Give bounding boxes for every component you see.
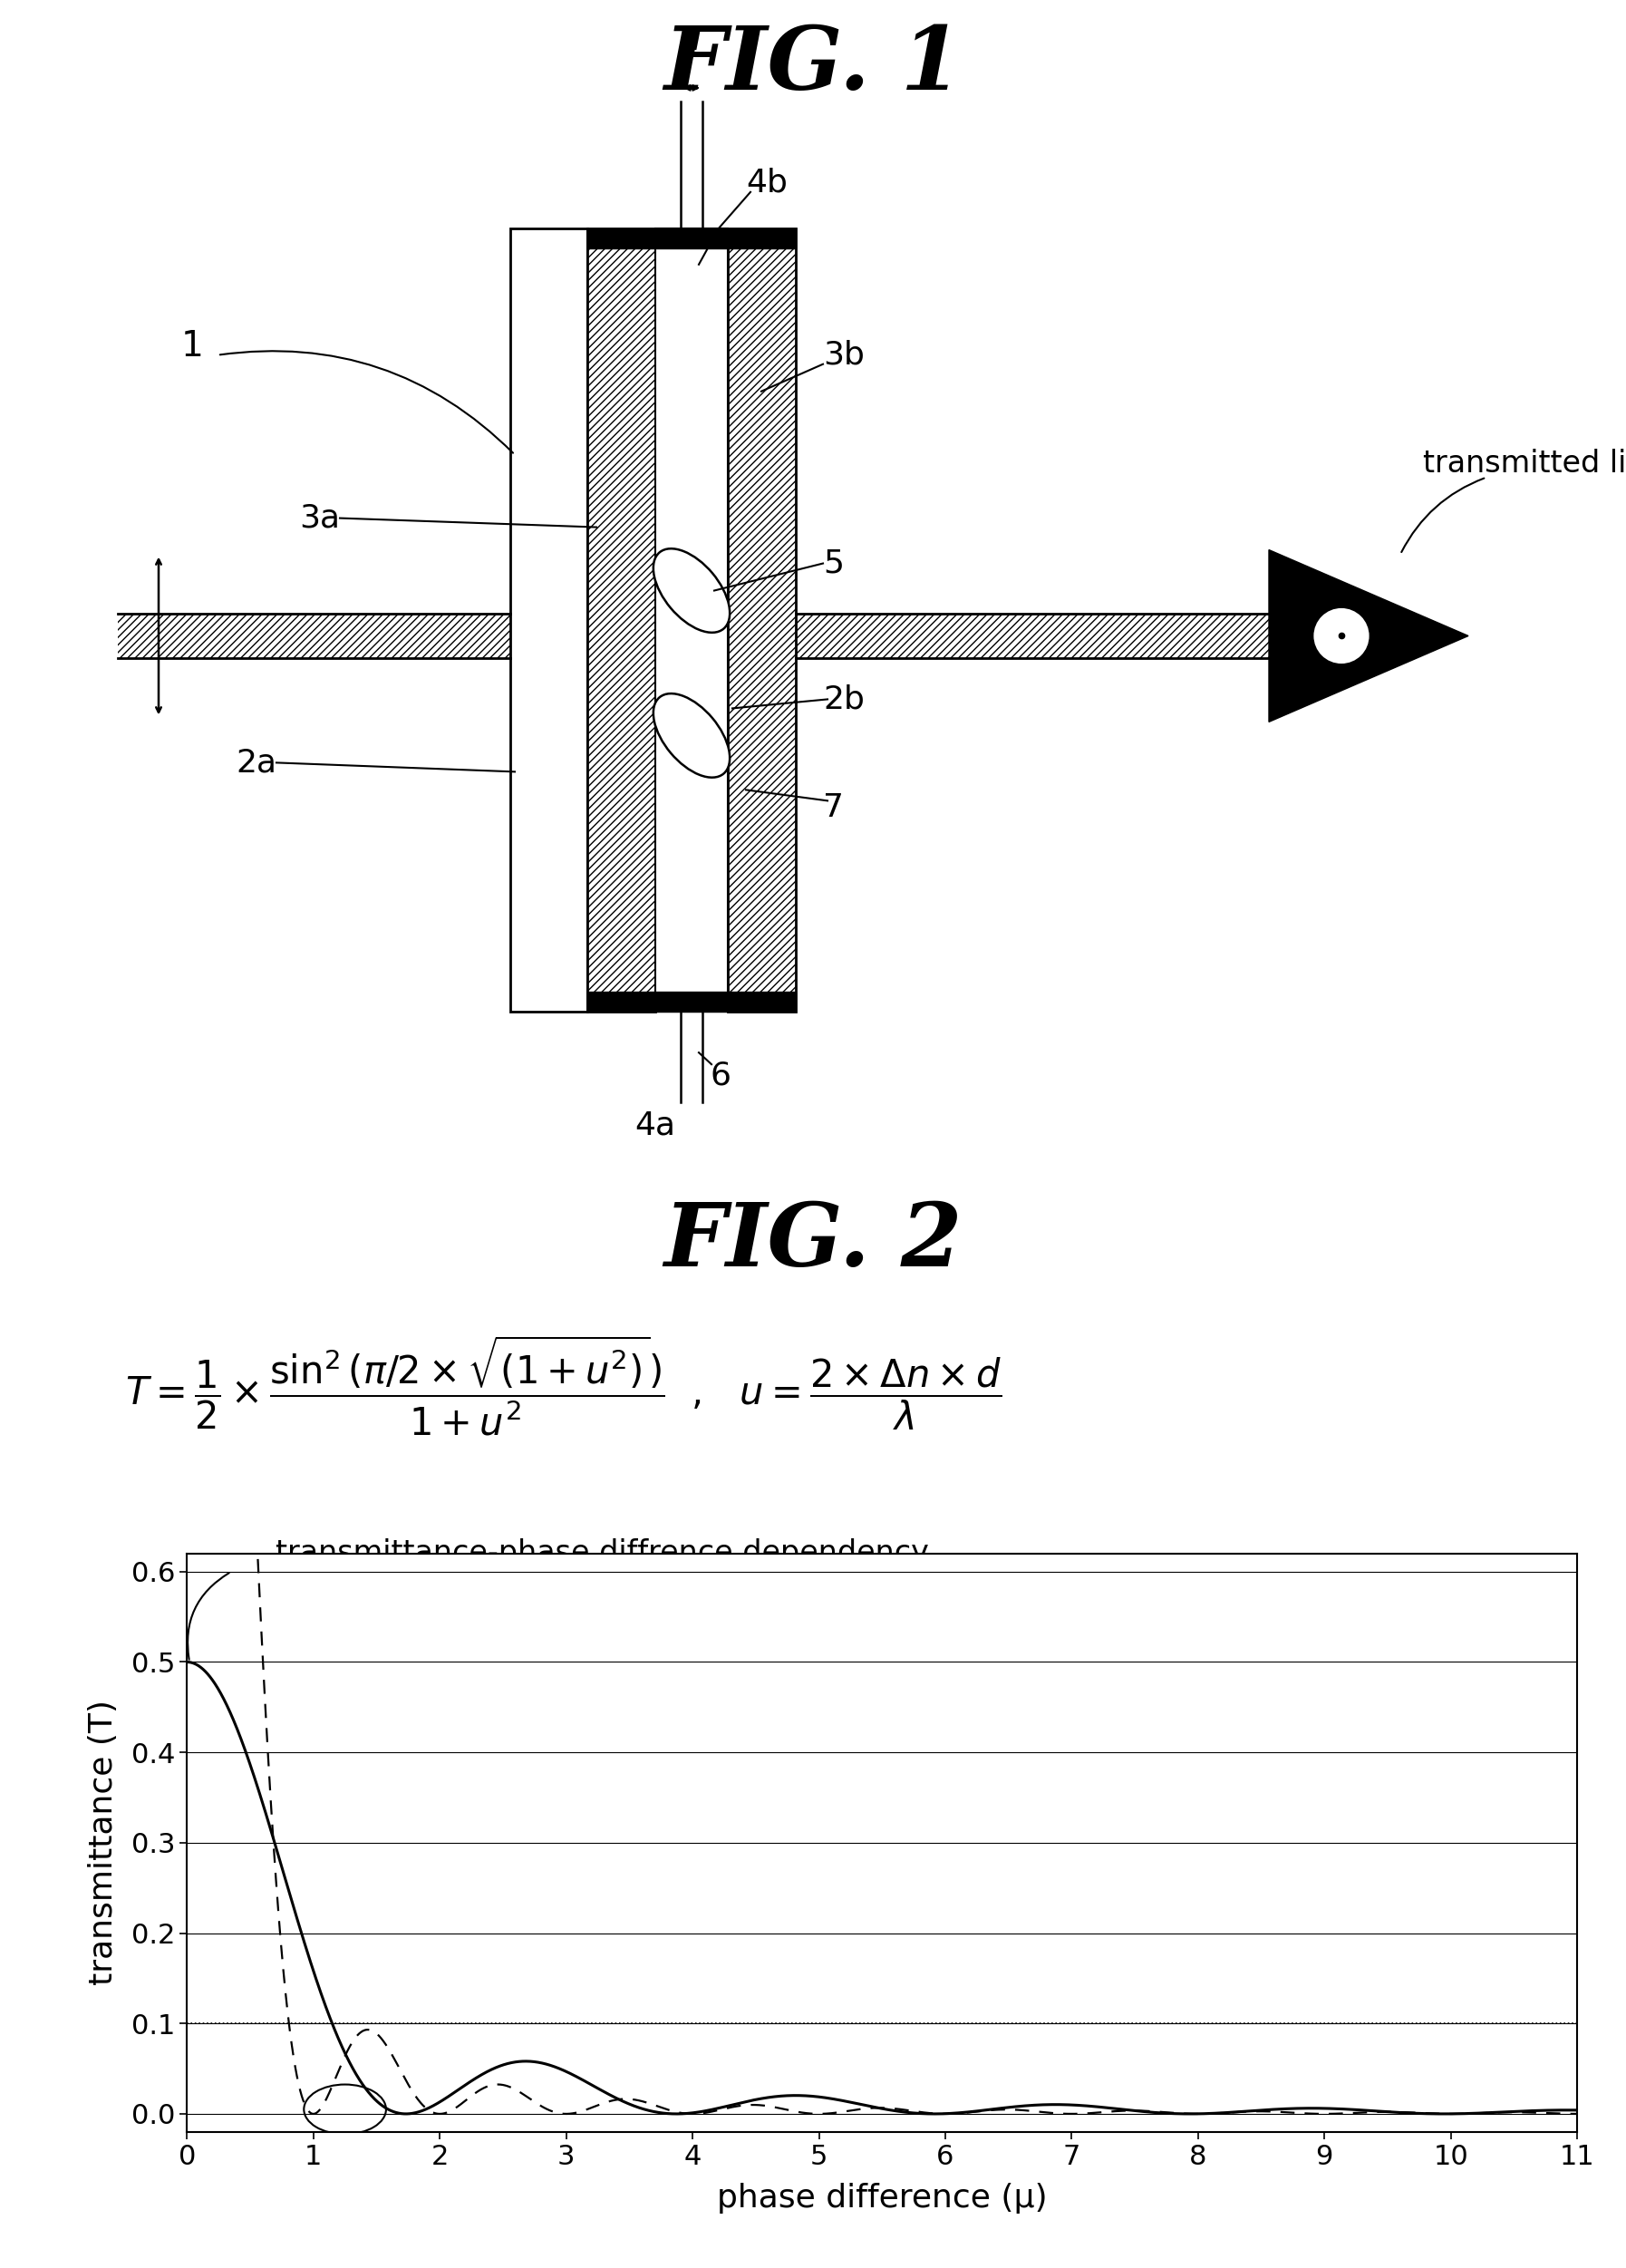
Bar: [795, 612, 1268, 658]
X-axis label: phase difference (μ): phase difference (μ): [717, 2182, 1047, 2214]
Bar: [655, 229, 728, 1012]
Text: 5: 5: [823, 549, 844, 578]
Text: 7: 7: [823, 792, 844, 823]
Bar: [795, 612, 1268, 658]
Text: 2b: 2b: [823, 685, 865, 714]
Text: transmitted light beam: transmitted light beam: [1423, 449, 1626, 479]
Bar: [728, 229, 795, 1012]
Y-axis label: transmittance (T): transmittance (T): [88, 1701, 119, 1984]
Circle shape: [1312, 608, 1371, 665]
Ellipse shape: [654, 694, 730, 778]
Polygon shape: [1268, 549, 1468, 721]
Text: $T = \dfrac{1}{2} \times \dfrac{\sin^{2}(\pi/2\times\sqrt{(1+u^{2})})}{1+u^{2}}$: $T = \dfrac{1}{2} \times \dfrac{\sin^{2}…: [125, 1334, 1002, 1438]
Polygon shape: [587, 991, 795, 1012]
Bar: [117, 612, 511, 658]
Bar: [511, 229, 587, 1012]
Text: d: d: [681, 25, 702, 57]
Text: FIG. 2: FIG. 2: [663, 1200, 963, 1284]
Text: 3a: 3a: [299, 503, 340, 533]
Text: 1: 1: [180, 329, 203, 363]
Ellipse shape: [654, 549, 730, 633]
Polygon shape: [587, 229, 795, 247]
Text: 3b: 3b: [823, 340, 865, 370]
Bar: [117, 612, 511, 658]
Text: transmittance-phase diffrence dependency: transmittance-phase diffrence dependency: [276, 1538, 928, 1569]
Text: 2a: 2a: [236, 746, 276, 778]
Bar: [728, 229, 795, 1012]
Text: 6: 6: [709, 1059, 730, 1091]
Bar: [587, 229, 655, 1012]
Text: 4a: 4a: [634, 1109, 676, 1141]
Bar: [587, 229, 655, 1012]
Text: FIG. 1: FIG. 1: [663, 23, 963, 109]
Text: 4b: 4b: [746, 168, 787, 197]
